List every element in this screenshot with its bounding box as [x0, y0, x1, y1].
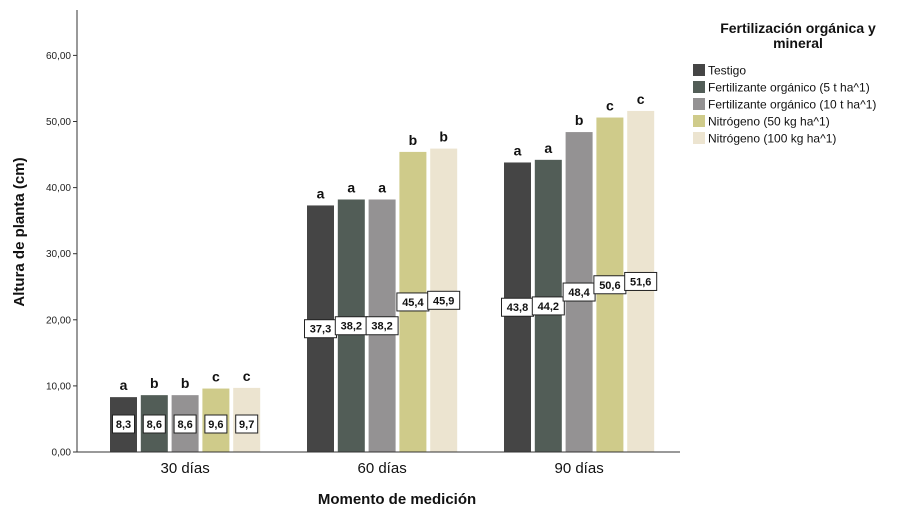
x-category-label: 60 días — [357, 460, 406, 477]
data-label: 38,2 — [341, 321, 362, 333]
significance-letter: b — [150, 375, 159, 391]
data-label-box — [142, 414, 166, 434]
data-label: 9,7 — [239, 419, 254, 431]
data-label: 8,6 — [147, 419, 162, 431]
x-axis: 30 días 60 días 90 días — [77, 451, 680, 477]
y-axis-title: Altura de planta (cm) — [11, 157, 28, 306]
y-tick-label: 40,00 — [46, 183, 71, 194]
legend-swatch — [693, 81, 705, 93]
legend-item-label: Nitrógeno (100 kg ha^1) — [708, 132, 836, 146]
data-label: 45,4 — [402, 297, 424, 309]
legend-swatch — [693, 132, 705, 144]
significance-letter: b — [439, 129, 448, 145]
data-label: 51,6 — [630, 276, 651, 288]
data-label-box — [173, 414, 197, 434]
significance-letter: a — [347, 179, 355, 195]
y-tick-label: 20,00 — [46, 315, 71, 326]
y-tick-label: 30,00 — [46, 249, 71, 260]
data-label-box — [624, 271, 658, 291]
significance-letter: a — [120, 377, 128, 393]
significance-letter: c — [606, 98, 614, 114]
significance-letter: b — [181, 375, 190, 391]
legend-item-label: Testigo — [708, 64, 746, 78]
data-label-box — [365, 316, 399, 336]
data-label-box — [531, 296, 565, 316]
significance-letter: a — [378, 179, 386, 195]
data-label: 50,6 — [599, 280, 620, 292]
data-label: 48,4 — [568, 287, 590, 299]
data-label: 43,8 — [507, 302, 528, 314]
y-tick-label: 60,00 — [46, 51, 71, 62]
significance-letter: c — [212, 369, 220, 385]
legend-swatch — [693, 98, 705, 110]
x-axis-title: Momento de medición — [318, 491, 476, 508]
significance-letter: a — [544, 140, 552, 156]
y-tick-label: 10,00 — [46, 381, 71, 392]
legend-item-label: Nitrógeno (50 kg ha^1) — [708, 115, 830, 129]
significance-letter: b — [575, 112, 584, 128]
data-label-box — [112, 414, 135, 434]
significance-letter: a — [317, 185, 325, 201]
significance-letter: a — [514, 142, 522, 158]
data-label: 8,6 — [177, 419, 192, 431]
x-category-label: 30 días — [160, 460, 209, 477]
data-label: 38,2 — [371, 321, 392, 333]
data-label: 37,3 — [310, 324, 331, 336]
x-category-label: 90 días — [554, 460, 603, 477]
data-label: 44,2 — [538, 301, 559, 313]
legend-item-label: Fertilizante orgánico (10 t ha^1) — [708, 98, 876, 112]
data-label-box — [235, 414, 259, 434]
data-label: 45,9 — [433, 295, 454, 307]
data-label: 9,6 — [208, 419, 223, 431]
y-tick-label: 0,00 — [52, 448, 72, 459]
bars: a 8,3 b 8,6 b 8,6 c 9,6 c 9,7 a 37,3 a 38,2 a 38,2 b 45,4… — [110, 91, 658, 453]
legend-swatch — [693, 115, 705, 127]
legend-item-label: Fertilizante orgánico (5 t ha^1) — [708, 81, 870, 95]
data-label-box — [427, 290, 461, 310]
significance-letter: b — [409, 132, 418, 148]
y-axis: 0,00 10,00 20,00 30,00 40,00 50,00 60,00 — [46, 10, 78, 459]
significance-letter: c — [637, 91, 645, 107]
data-label-box — [204, 414, 228, 434]
legend: Fertilización orgánica y mineral Testigo F… — [693, 20, 876, 146]
data-label: 8,3 — [116, 419, 131, 431]
legend-title: Fertilización orgánica y mineral — [720, 20, 876, 51]
y-tick-label: 50,00 — [46, 117, 71, 128]
significance-letter: c — [243, 368, 251, 384]
legend-swatch — [693, 64, 705, 76]
